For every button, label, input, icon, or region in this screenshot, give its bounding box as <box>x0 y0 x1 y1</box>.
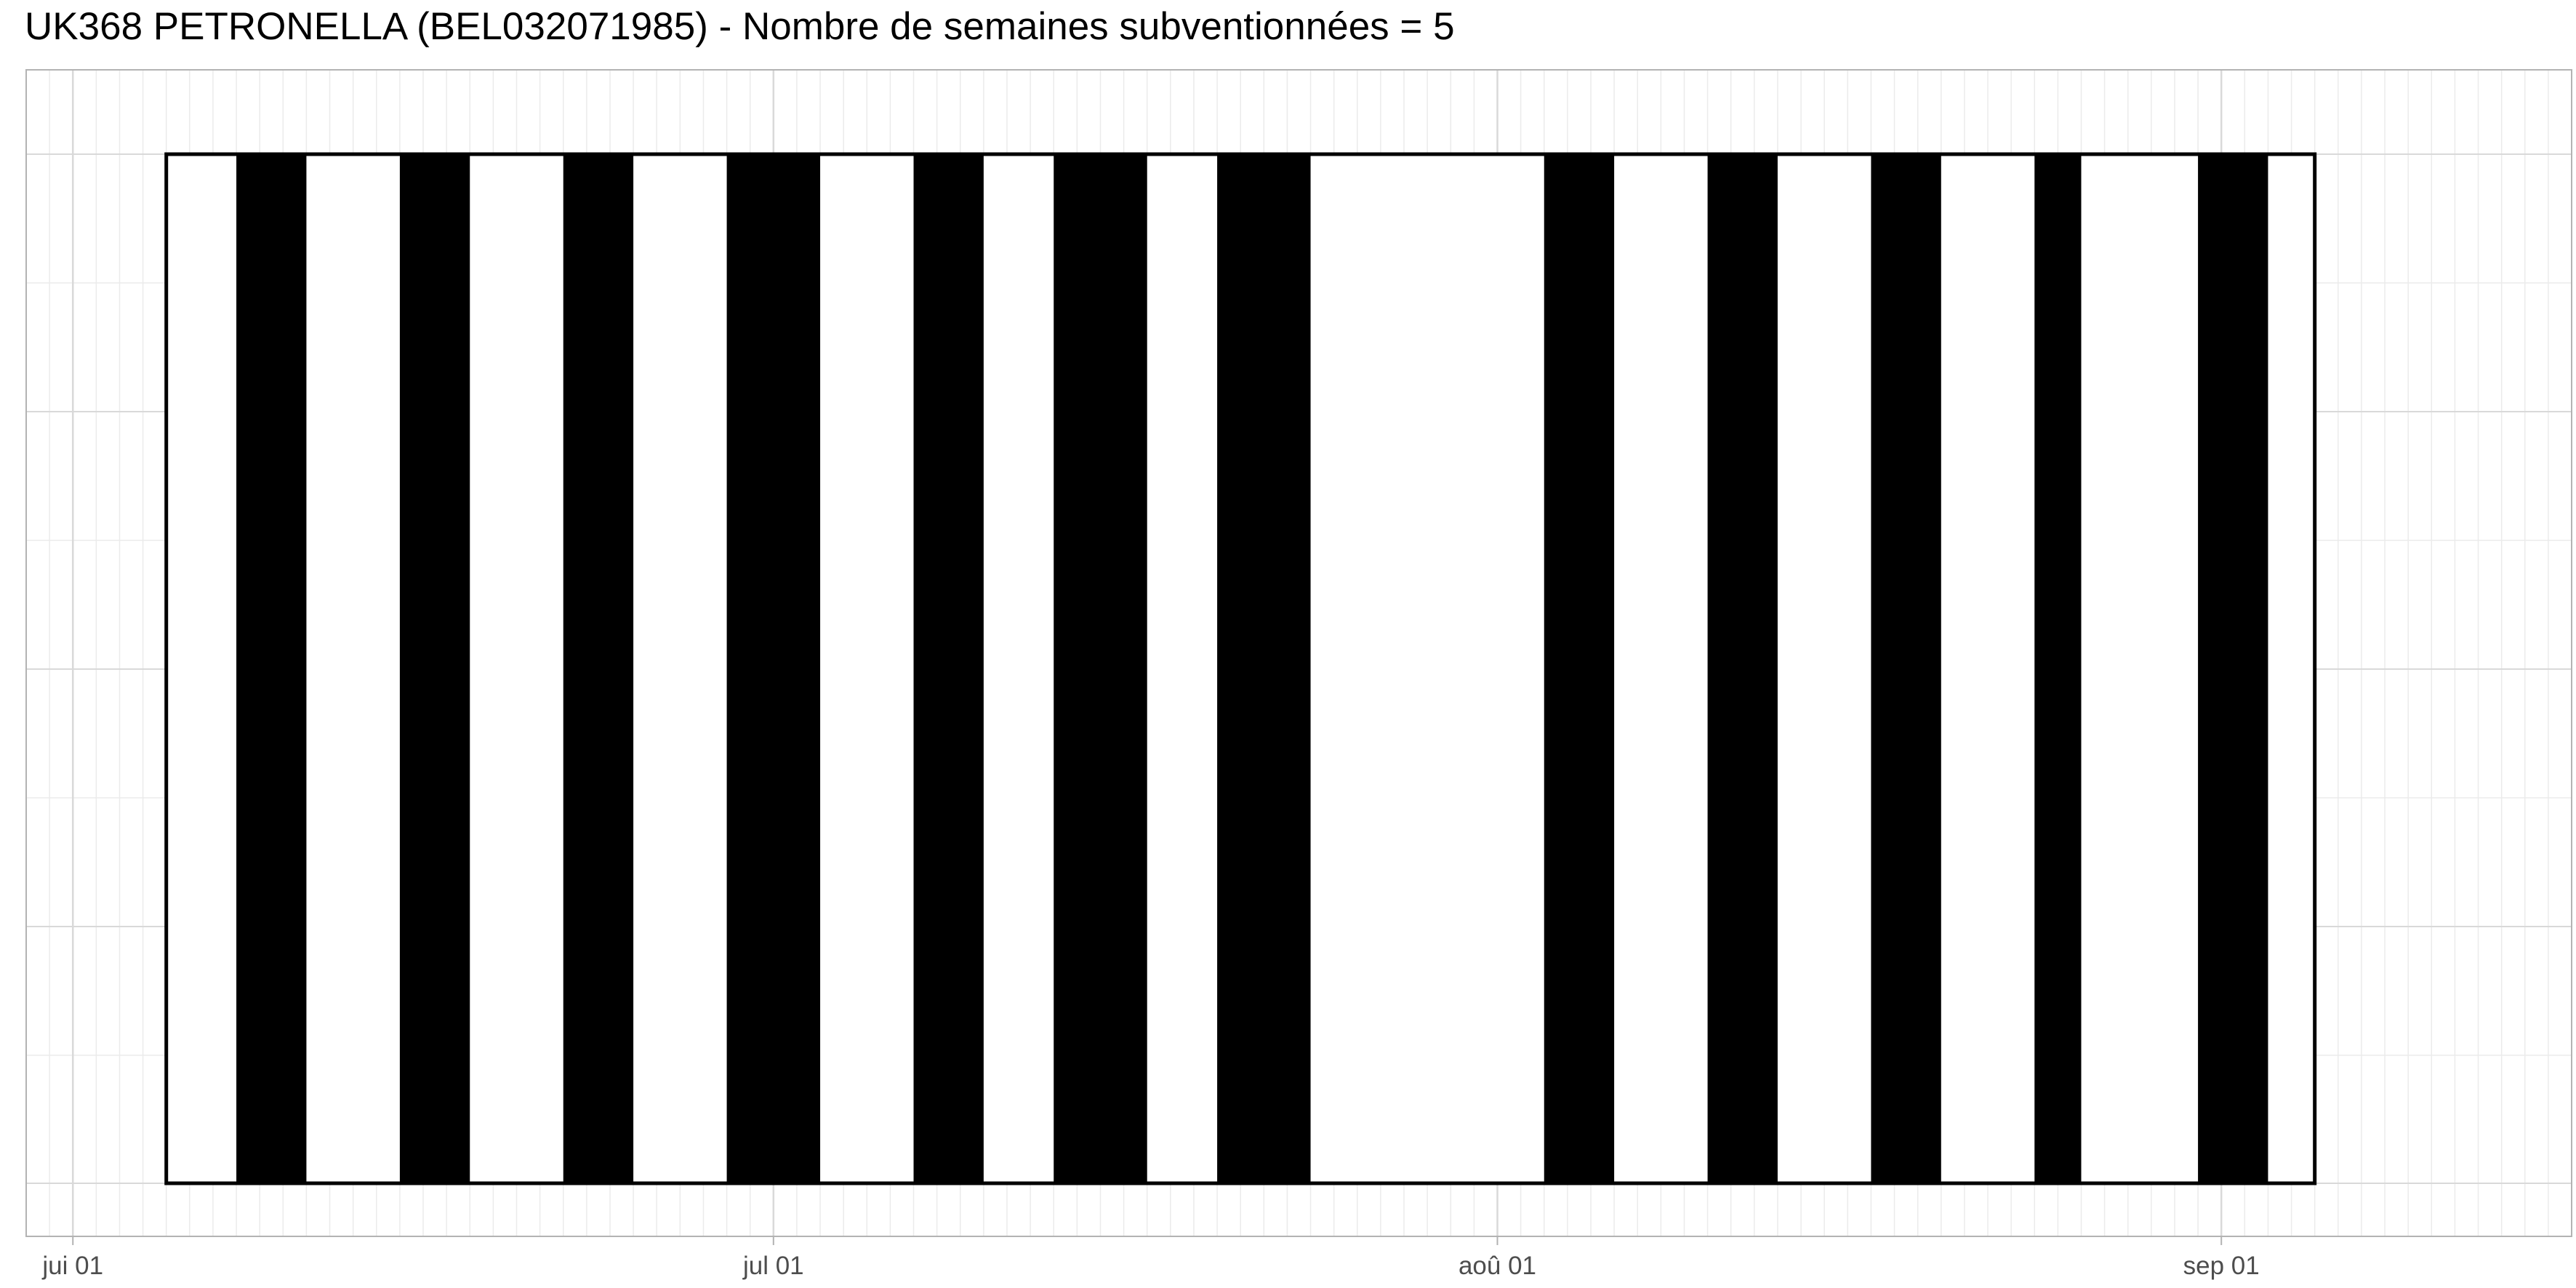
bar-segment-10 <box>1871 154 1941 1183</box>
bar-segment-6 <box>1054 154 1147 1183</box>
period-outline <box>164 152 2317 1185</box>
x-tick-label: aoû 01 <box>1458 1252 1536 1280</box>
bars <box>164 152 2317 1185</box>
bar-segment-7 <box>1217 154 1311 1183</box>
bar-segment-3 <box>563 154 634 1183</box>
x-axis: jui 01 jul 01 aoû 01 sep 01 <box>41 1236 2260 1280</box>
bar-segment-5 <box>913 154 984 1183</box>
panel-border <box>25 69 2572 1237</box>
bar-segment-1 <box>236 154 307 1183</box>
bar-segment-9 <box>1707 154 1778 1183</box>
x-tick-label: sep 01 <box>2183 1252 2260 1280</box>
bar-segment-4 <box>726 154 821 1183</box>
bar-segment-11 <box>2034 154 2082 1183</box>
chart-title: UK368 PETRONELLA (BEL032071985) - Nombre… <box>25 5 1455 48</box>
bar-segment-2 <box>399 154 470 1183</box>
bar-segment-8 <box>1544 154 1615 1183</box>
bar-segment-12 <box>2198 154 2268 1183</box>
x-tick-label: jui 01 <box>41 1252 103 1280</box>
x-tick-label: jul 01 <box>742 1252 804 1280</box>
